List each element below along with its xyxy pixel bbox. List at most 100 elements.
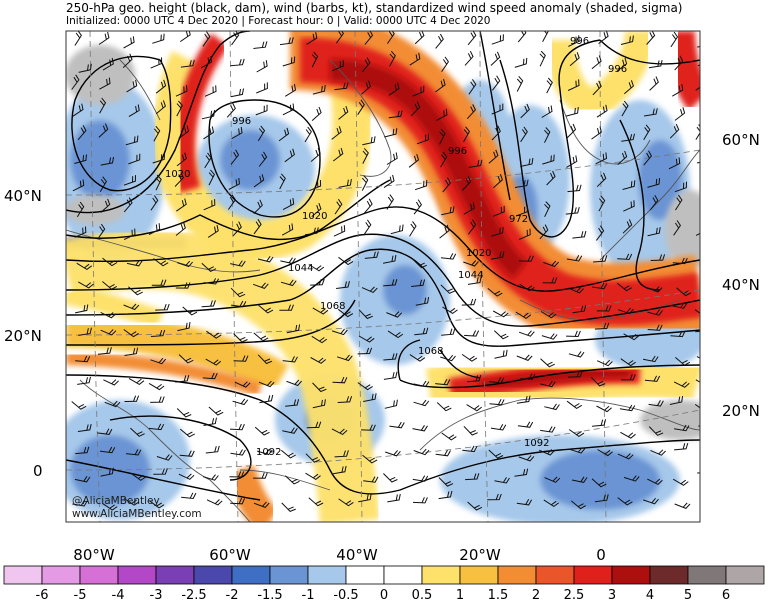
wind-barb <box>467 501 483 511</box>
wind-barb <box>668 157 681 170</box>
wind-barb <box>593 255 608 263</box>
wind-barb <box>439 224 450 239</box>
wind-barb <box>100 156 114 166</box>
wind-barb <box>333 225 346 237</box>
wind-barb <box>409 221 417 237</box>
map-title: 250-hPa geo. height (black, dam), wind (… <box>66 1 683 15</box>
wind-barb <box>540 311 557 319</box>
contour-label: 1068 <box>418 346 443 357</box>
wind-barb <box>701 455 716 461</box>
contour-label: 1044 <box>288 263 313 274</box>
wind-barb <box>363 198 373 214</box>
wind-barb <box>128 377 145 386</box>
wind-barb <box>334 82 349 91</box>
wind-barb <box>596 359 613 367</box>
wind-barb <box>338 105 349 120</box>
wind-barb <box>310 147 321 162</box>
wind-barb <box>616 57 628 72</box>
wind-barb <box>383 473 398 483</box>
wind-barb <box>203 126 215 140</box>
wind-barb <box>335 31 345 44</box>
contour-label: 1020 <box>302 211 327 222</box>
wind-barb <box>644 375 661 382</box>
wind-barb <box>438 477 454 487</box>
wind-barb <box>97 428 113 435</box>
wind-barb <box>439 128 446 145</box>
wind-barb <box>337 308 354 318</box>
wind-barb <box>71 74 80 90</box>
wind-barb <box>285 84 297 97</box>
wind-barb <box>338 179 352 188</box>
wind-barb <box>306 421 322 429</box>
wind-barb <box>703 261 717 270</box>
wind-barb <box>569 447 586 454</box>
wind-barb <box>304 227 319 236</box>
wind-barb <box>233 355 249 362</box>
contour-label: 1092 <box>256 447 281 458</box>
wind-barb <box>203 278 220 285</box>
wind-barb <box>568 371 583 378</box>
wind-barb <box>383 371 398 380</box>
wind-barb <box>305 472 321 481</box>
wind-barb <box>125 135 139 146</box>
wind-barb <box>150 357 167 365</box>
wind-barb <box>176 100 183 117</box>
wind-barb <box>596 225 605 241</box>
wind-barb <box>100 311 117 319</box>
wind-barb <box>670 330 686 338</box>
wind-barb <box>102 281 118 290</box>
wind-barb <box>124 347 139 356</box>
wind-barb <box>596 104 608 118</box>
wind-barb <box>232 398 249 406</box>
wind-barb <box>386 194 395 210</box>
wind-barb <box>176 152 187 167</box>
lat-label-left-40n: 40°N <box>4 187 42 205</box>
wind-barb <box>357 382 373 391</box>
wind-barb <box>389 421 405 429</box>
wind-barb <box>619 404 636 412</box>
wind-barb <box>102 57 114 71</box>
wind-barb <box>155 303 170 311</box>
wind-barb <box>596 405 612 413</box>
colorbar-swatch <box>687 565 727 585</box>
wind-barb <box>282 56 296 67</box>
wind-barb <box>383 353 398 361</box>
wind-barb <box>364 251 379 259</box>
wind-barb <box>336 354 353 362</box>
wind-barb <box>591 126 602 140</box>
wind-barb <box>644 108 658 117</box>
wind-barb <box>76 262 92 271</box>
wind-barb <box>207 224 219 238</box>
wind-barb <box>435 33 444 49</box>
wind-barb <box>282 356 298 363</box>
wind-barb <box>565 107 579 117</box>
wind-barb <box>99 446 116 454</box>
wind-barb <box>596 305 612 312</box>
wind-barb <box>520 126 528 143</box>
colorbar-swatch <box>3 565 43 585</box>
wind-barb <box>540 358 555 368</box>
wind-barb <box>463 425 478 436</box>
wind-barb <box>672 257 688 265</box>
wind-barb <box>568 287 584 294</box>
wind-barb <box>75 446 90 455</box>
wind-barb <box>150 329 166 337</box>
wind-barb <box>389 50 396 67</box>
wind-barb <box>306 32 318 45</box>
wind-barb <box>280 279 297 287</box>
wind-barb <box>519 255 534 262</box>
wind-barb <box>411 279 426 287</box>
wind-barb <box>258 304 274 314</box>
wind-barb <box>568 351 585 358</box>
wind-barb <box>466 404 483 412</box>
wind-barb <box>387 493 401 503</box>
wind-barb <box>74 226 87 238</box>
colorbar-label: 1.5 <box>487 588 509 603</box>
wind-barb <box>648 400 664 407</box>
wind-barb <box>311 106 322 121</box>
wind-barb <box>312 382 327 393</box>
wind-barb <box>75 355 91 363</box>
wind-barb <box>643 497 659 505</box>
wind-barb <box>568 35 580 47</box>
wind-barb <box>594 322 610 330</box>
